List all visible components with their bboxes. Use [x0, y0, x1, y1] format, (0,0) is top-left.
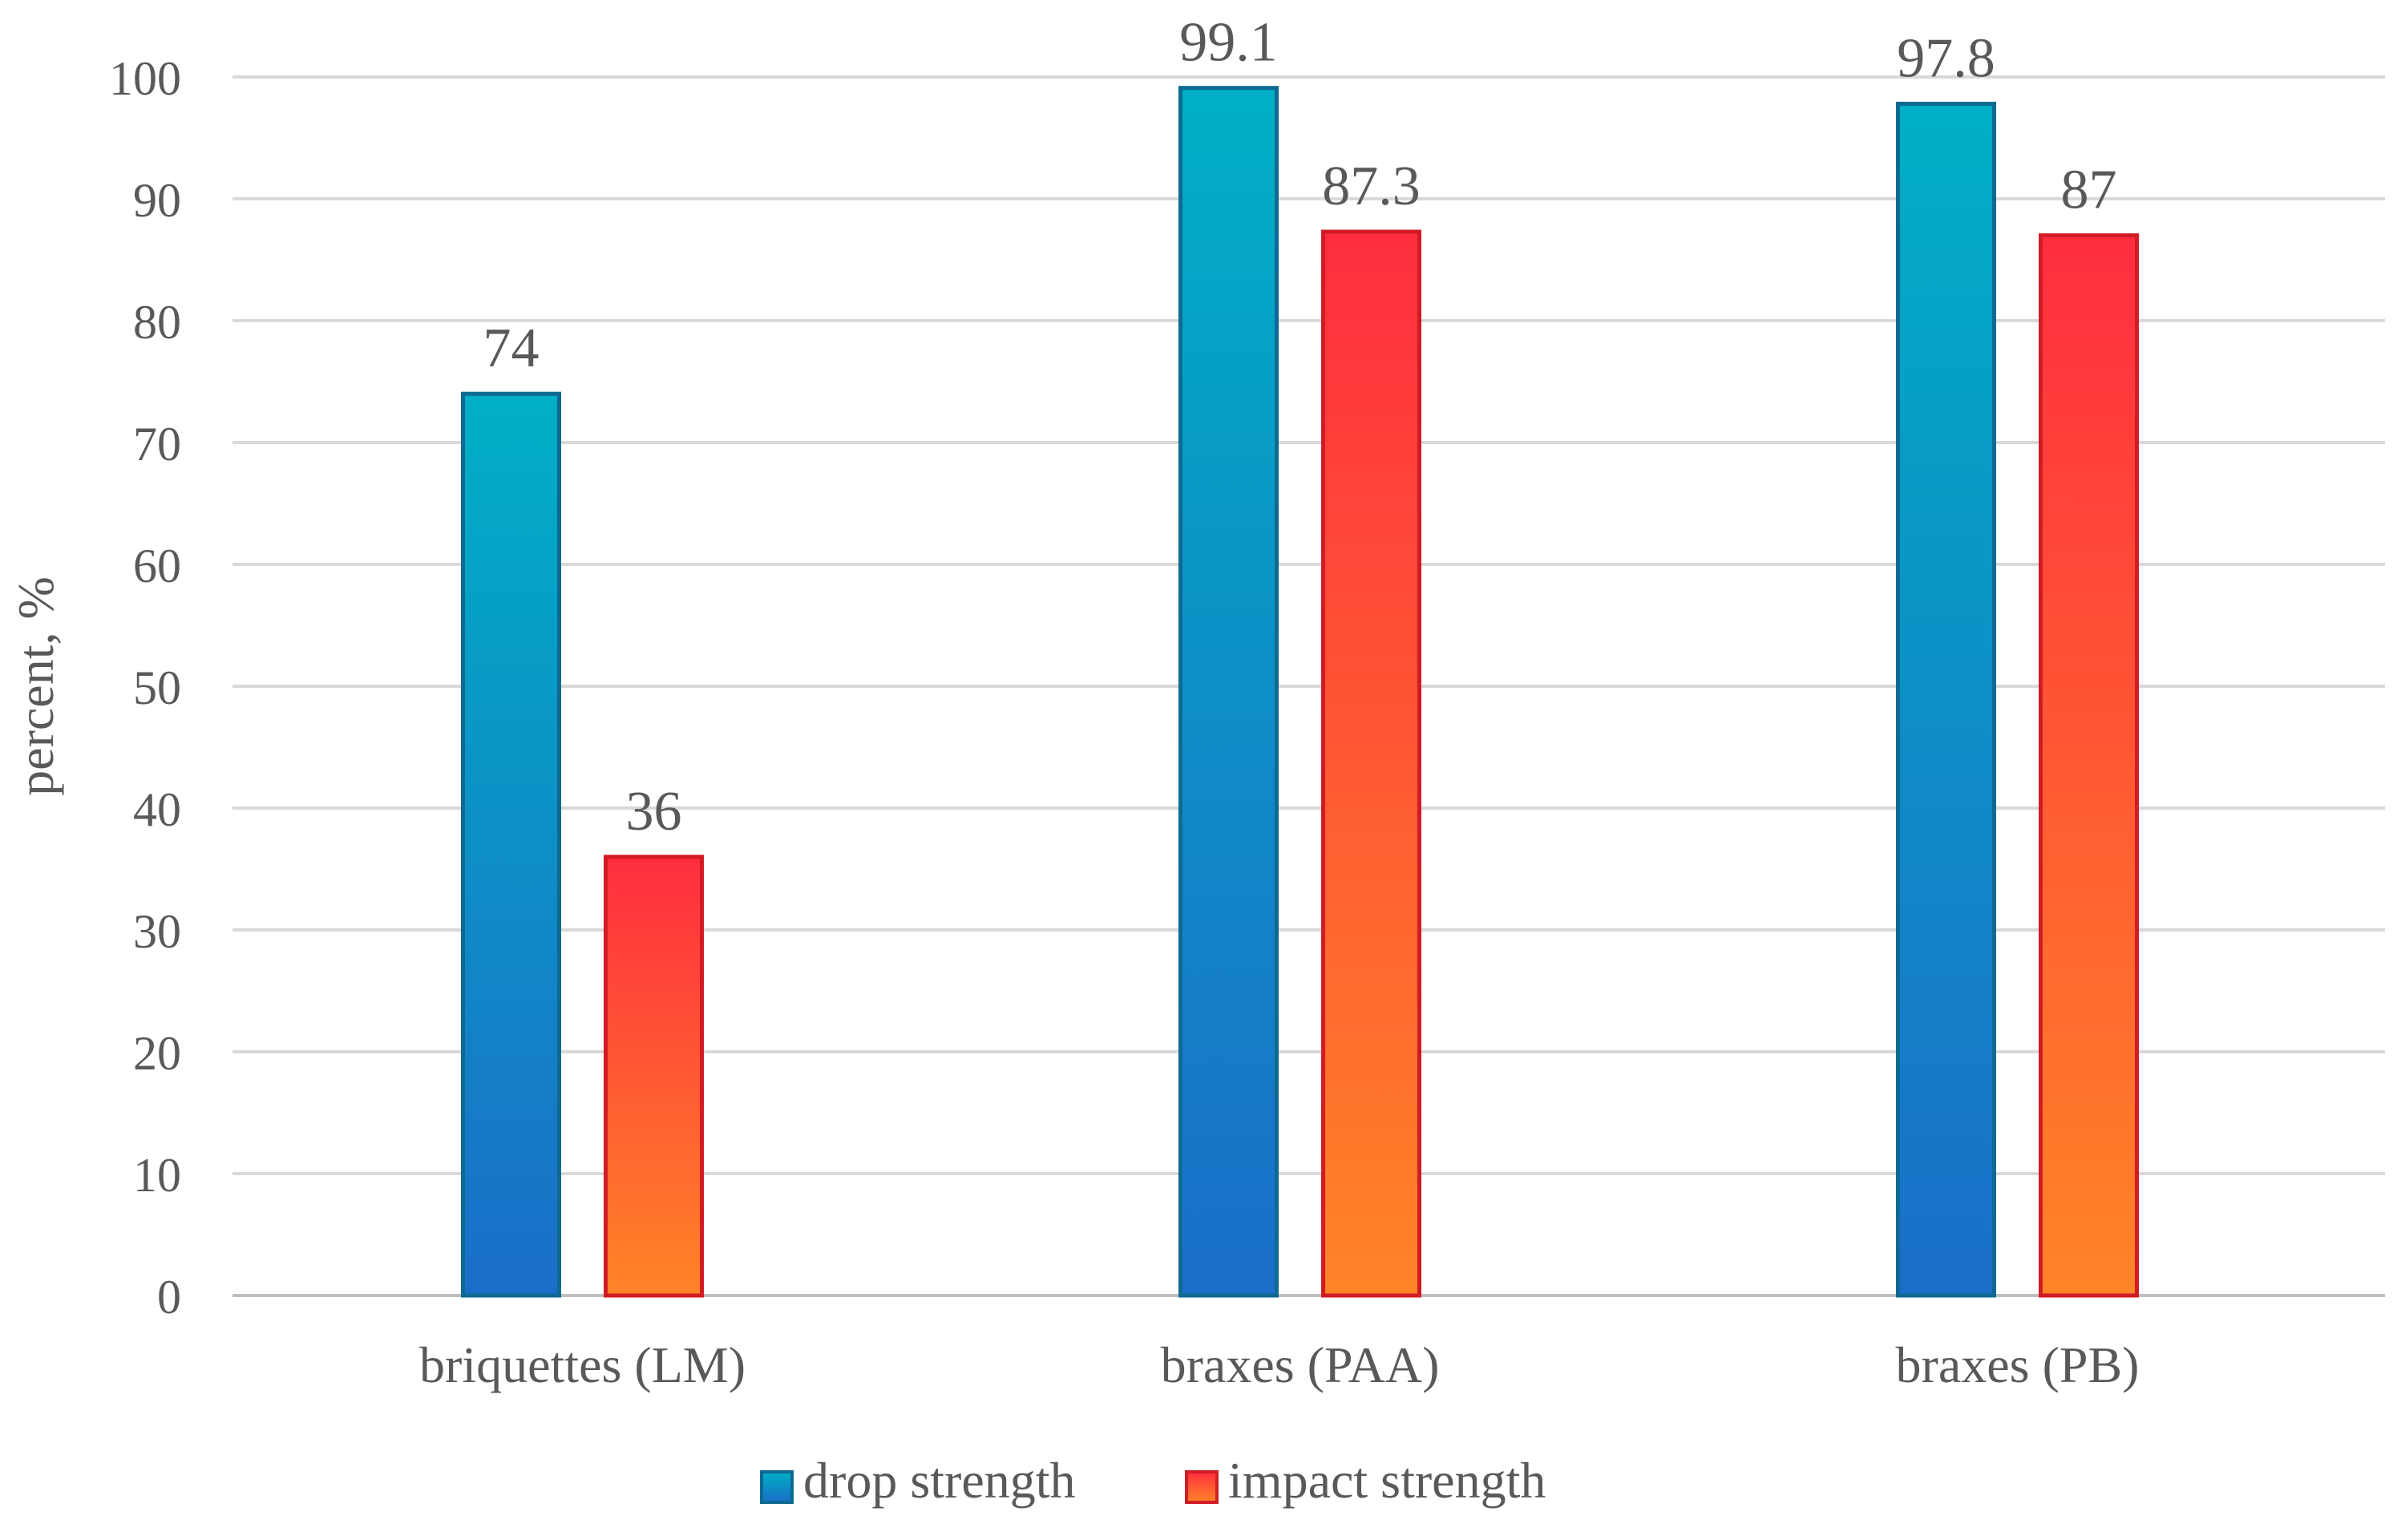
y-axis-ticks: 0 10 20 30 40 50 60 70 80 90 100 [109, 52, 181, 1324]
x-axis-ticks: briquettes (LM) braxes (PAA) braxes (PB) [419, 1336, 2139, 1393]
bar-drop-strength [1178, 86, 1279, 1298]
x-tick-label: braxes (PAA) [1161, 1336, 1440, 1393]
data-label: 87.3 [1322, 156, 1421, 217]
bar-impact-strength [604, 855, 704, 1298]
bar-drop-strength [461, 391, 561, 1298]
legend-swatch [760, 1470, 794, 1504]
y-tick-label: 30 [133, 905, 181, 958]
y-axis-label: percent, % [7, 576, 64, 796]
bar-drop-strength [1896, 101, 1996, 1298]
y-tick-label: 10 [133, 1149, 181, 1202]
y-tick-label: 50 [133, 661, 181, 714]
x-tick-label: braxes (PB) [1896, 1336, 2140, 1393]
data-label: 97.8 [1897, 27, 1995, 89]
bars [461, 86, 2139, 1298]
legend: drop strength impact strength [760, 1452, 1546, 1509]
y-tick-label: 80 [133, 296, 181, 349]
gridlines [232, 75, 2385, 1297]
legend-label: drop strength [803, 1452, 1076, 1509]
data-label: 74 [483, 317, 540, 379]
y-tick-label: 40 [133, 783, 181, 836]
x-tick-label: briquettes (LM) [419, 1336, 746, 1393]
data-labels: 74 36 99.1 87.3 97.8 87 [483, 12, 2117, 843]
y-tick-label: 90 [133, 174, 181, 227]
bar-impact-strength [1321, 229, 1421, 1298]
legend-swatch [1185, 1470, 1219, 1504]
data-label: 99.1 [1179, 12, 1278, 74]
data-label: 36 [626, 781, 682, 843]
y-tick-label: 70 [133, 418, 181, 471]
bar-impact-strength [2039, 233, 2139, 1298]
data-label: 87 [2061, 160, 2117, 221]
y-tick-label: 100 [109, 52, 181, 105]
y-tick-label: 20 [133, 1027, 181, 1080]
y-tick-label: 0 [157, 1271, 181, 1324]
legend-label: impact strength [1228, 1452, 1546, 1509]
y-tick-label: 60 [133, 540, 181, 592]
